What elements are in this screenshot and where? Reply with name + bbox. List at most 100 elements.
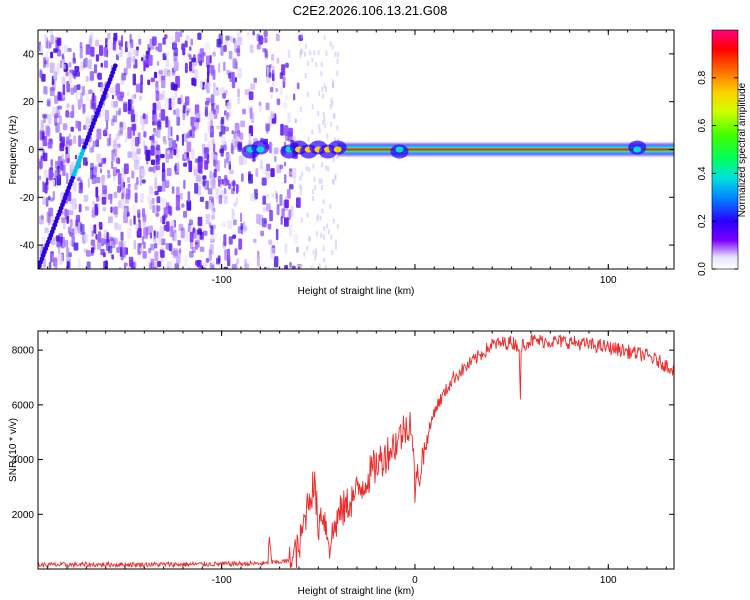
noise-cell [47,141,53,149]
noise-cell [128,256,134,267]
noise-cell [159,249,164,255]
noise-cell [263,30,268,37]
noise-cell [183,179,186,190]
noise-cell [147,79,151,86]
noise-cell [57,63,60,75]
noise-cell [132,55,135,65]
noise-cell [97,153,102,158]
noise-cell [169,260,174,269]
noise-cell [262,206,266,213]
x-tick-label: 100 [600,575,617,586]
noise-cell [60,136,66,147]
noise-cell [288,224,293,237]
noise-cell [216,38,222,48]
noise-cell [209,170,213,179]
noise-cell [78,182,83,194]
noise-cell [314,185,317,190]
noise-cell [182,105,186,114]
noise-cell [299,190,302,196]
noise-cell [183,210,188,218]
noise-cell [99,45,104,56]
noise-cell [214,157,218,167]
noise-cell [246,31,250,37]
noise-cell [110,239,116,249]
noise-cell [65,71,69,77]
noise-cell [113,101,118,108]
noise-cell [106,137,111,147]
noise-cell [222,179,226,186]
noise-cell [177,97,182,105]
noise-cell [187,223,191,233]
noise-cell [264,51,269,59]
noise-cell [91,145,95,153]
noise-cell [211,264,215,269]
noise-cell [228,50,233,60]
noise-cell [215,160,220,172]
noise-cell [109,193,113,205]
noise-cell [275,87,279,93]
noise-cell [130,105,135,115]
noise-cell [113,39,116,51]
noise-cell [206,97,211,104]
noise-cell [54,95,59,104]
noise-cell [53,48,58,53]
noise-cell [135,223,139,231]
noise-cell [323,257,326,263]
noise-cell [166,261,171,269]
noise-cell [130,139,135,152]
noise-cell [92,201,96,206]
noise-cell [209,55,212,64]
noise-cell [205,55,211,68]
noise-cell [112,115,118,123]
noise-cell [138,219,141,231]
noise-cell [248,105,253,113]
noise-cell [152,204,156,214]
noise-cell [186,200,192,211]
noise-cell [334,137,337,143]
noise-cell [45,197,49,207]
noise-cell [97,203,101,208]
noise-cell [141,123,145,131]
noise-cell [58,254,63,265]
noise-cell [163,207,168,218]
noise-cell [71,104,75,113]
noise-cell [168,119,171,130]
noise-cell [166,266,170,269]
noise-cell [93,64,98,74]
snr-ylabel: SNR (10 * v/v) [8,418,19,482]
noise-cell [179,193,183,200]
noise-cell [205,101,210,106]
noise-cell [92,140,96,148]
noise-cell [101,197,107,205]
noise-cell [91,95,97,108]
noise-cell [101,158,107,164]
noise-cell [265,203,271,212]
noise-cell [296,246,299,253]
noise-cell [293,233,299,244]
noise-cell [107,174,111,179]
noise-cell [70,200,75,211]
noise-cell [225,111,231,122]
noise-cell [96,128,102,140]
noise-cell [80,138,85,145]
noise-cell [323,116,326,122]
noise-cell [294,118,297,124]
noise-cell [274,155,277,163]
noise-cell [151,197,155,205]
noise-cell [244,263,249,269]
noise-cell [334,174,337,180]
snr-series [38,333,674,569]
noise-cell [70,111,75,118]
noise-cell [135,137,140,147]
noise-cell [187,53,190,58]
noise-cell [134,182,138,191]
noise-cell [183,162,187,167]
noise-cell [284,217,289,227]
noise-cell [153,266,157,269]
noise-cell [169,225,174,238]
noise-cell [210,225,213,235]
noise-cell [147,195,152,205]
noise-cell [224,126,229,132]
noise-cell [122,181,125,188]
noise-cell [118,224,122,232]
